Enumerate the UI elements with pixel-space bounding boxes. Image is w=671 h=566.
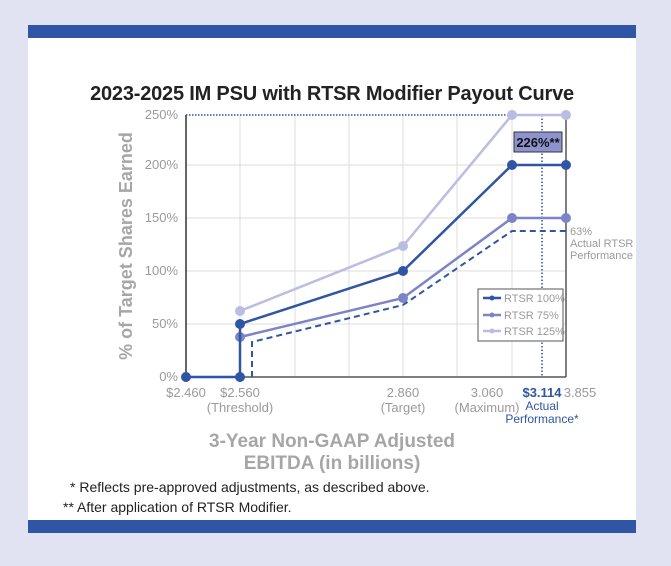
bottom-brand-bar (28, 520, 636, 533)
svg-text:3.855: 3.855 (564, 385, 597, 400)
svg-text:(Target): (Target) (381, 400, 426, 415)
rtsr-note: 63% Actual RTSR Performance (570, 226, 633, 262)
footnote-2: ** After application of RTSR Modifier. (63, 499, 292, 515)
svg-text:$3.114: $3.114 (522, 385, 562, 400)
svg-text:100%: 100% (145, 263, 179, 278)
chart-title: 2023-2025 IM PSU with RTSR Modifier Payo… (90, 83, 574, 105)
svg-text:$2.560: $2.560 (220, 385, 260, 400)
series-rtsr-100 (181, 160, 571, 382)
x-axis-title-line1: 3-Year Non-GAAP Adjusted (209, 431, 455, 452)
svg-text:150%: 150% (145, 210, 179, 225)
svg-text:(Threshold): (Threshold) (207, 400, 273, 415)
y-tick-labels: 0% 50% 100% 150% 200% 250% (145, 107, 179, 384)
legend: RTSR 100% RTSR 75% RTSR 125% (477, 288, 565, 342)
svg-text:250%: 250% (145, 107, 179, 122)
actual-performance-label: $3.114 Actual Performance* (505, 385, 579, 426)
gridlines (186, 115, 566, 377)
svg-text:Performance*: Performance* (505, 412, 579, 426)
payout-chart: 226%** 0% 50% 100% 150% 200% 250% % of T… (116, 107, 633, 426)
svg-text:2.860: 2.860 (387, 385, 420, 400)
svg-text:RTSR 125%: RTSR 125% (504, 326, 565, 338)
svg-text:0%: 0% (159, 369, 178, 384)
svg-text:226%**: 226%** (516, 135, 560, 150)
footnote-1: * Reflects pre-approved adjustments, as … (70, 479, 430, 495)
y-axis-title: % of Target Shares Earned (116, 132, 136, 360)
series-actual-rtsr-dashed (251, 230, 566, 377)
svg-text:RTSR 100%: RTSR 100% (504, 293, 565, 305)
svg-text:Performance: Performance (570, 250, 633, 262)
top-brand-bar (28, 25, 636, 38)
svg-text:Actual RTSR: Actual RTSR (570, 238, 633, 250)
x-axis-title: 3-Year Non-GAAP Adjusted EBITDA (in bill… (28, 431, 636, 475)
svg-text:3.060: 3.060 (471, 385, 504, 400)
payout-callout: 226%** (513, 131, 563, 153)
svg-text:RTSR 75%: RTSR 75% (504, 310, 559, 322)
svg-text:50%: 50% (152, 316, 178, 331)
chart-card: 2023-2025 IM PSU with RTSR Modifier Payo… (28, 25, 636, 533)
x-axis-title-line2: EBITDA (in billions) (243, 453, 421, 474)
svg-text:200%: 200% (145, 157, 179, 172)
series-rtsr-125 (235, 110, 571, 316)
svg-text:$2.460: $2.460 (166, 385, 206, 400)
svg-text:63%: 63% (570, 226, 592, 238)
svg-text:(Maximum): (Maximum) (455, 400, 520, 415)
x-tick-labels: $2.460 $2.560 (Threshold) 2.860 (Target)… (166, 385, 596, 415)
svg-text:Actual: Actual (525, 399, 558, 413)
